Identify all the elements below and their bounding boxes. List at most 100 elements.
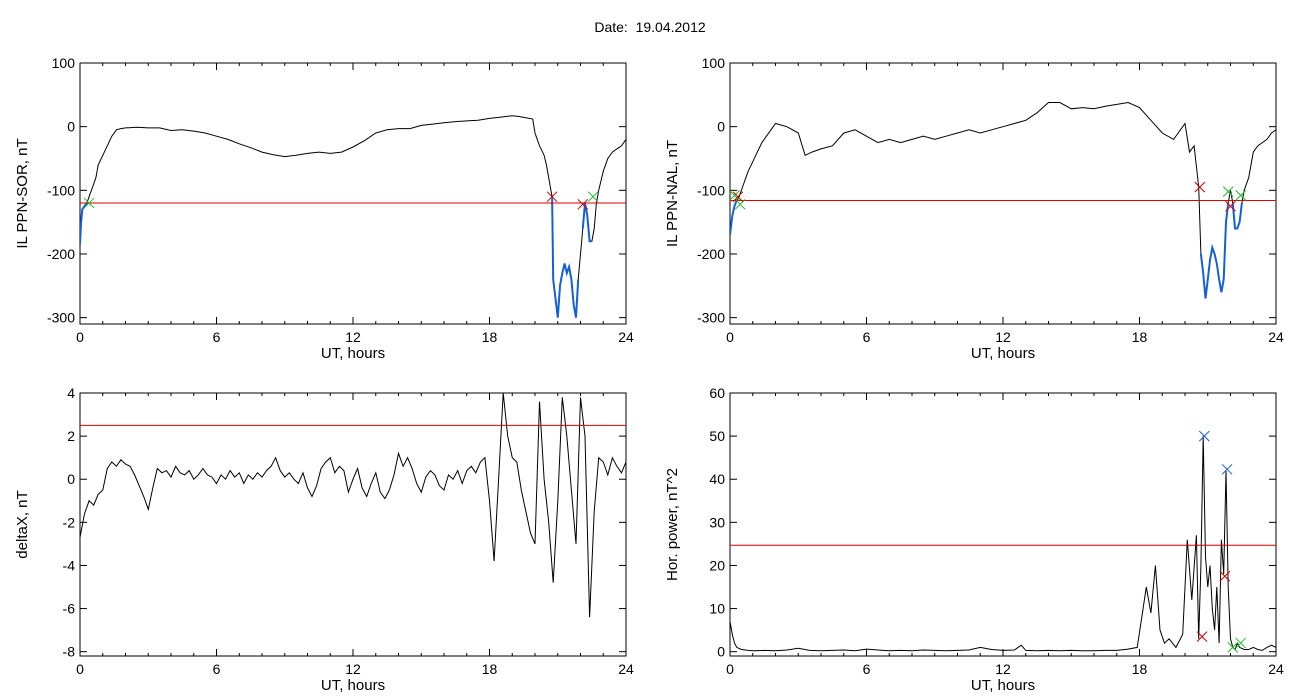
below-threshold-segment xyxy=(730,199,738,236)
y-axis-title: IL PPN-NAL, nT xyxy=(664,140,681,247)
start-marker xyxy=(1235,190,1247,201)
x-axis-title: UT, hours xyxy=(321,677,385,694)
start-marker xyxy=(734,198,746,210)
start-marker-stroke-b xyxy=(1235,190,1247,201)
chart-nal: 0 6 12 18 24 100 0 -100 -200 -300 UT, hours IL PPN-… xyxy=(664,55,1284,362)
series-line xyxy=(730,101,1276,299)
peak-marker xyxy=(1221,463,1233,475)
x-tick-label: 0 xyxy=(76,329,84,345)
end-marker-stroke-b xyxy=(577,198,589,210)
end-marker-stroke-b xyxy=(1194,181,1206,193)
y-tick-label: 4 xyxy=(67,385,75,401)
plot-area xyxy=(80,393,626,618)
y-tick-label: -300 xyxy=(697,310,725,326)
series-line xyxy=(730,436,1276,652)
x-tick-label: 0 xyxy=(726,329,734,345)
start-marker xyxy=(83,197,95,209)
y-tick-label: -4 xyxy=(63,557,76,573)
start-marker-stroke-b xyxy=(83,197,95,209)
end-marker-stroke-b xyxy=(1196,631,1208,642)
y-tick-label: 30 xyxy=(709,514,725,530)
y-axis-title: Hor. power, nT^2 xyxy=(664,468,681,581)
page-title: Date: 19.04.2012 xyxy=(594,19,706,35)
x-tick-label: 12 xyxy=(995,661,1011,677)
start-marker-stroke-b xyxy=(730,190,740,201)
below-threshold-segment xyxy=(1199,202,1230,299)
start-marker xyxy=(730,190,740,201)
y-tick-label: -200 xyxy=(697,246,725,262)
start-marker-stroke-b xyxy=(734,198,746,210)
y-axis-title: IL PPN-SOR, nT xyxy=(14,138,31,248)
peak-marker xyxy=(1198,430,1210,442)
chart-power: 0 6 12 18 24 60 50 40 30 20 10 0 UT, hours Hor. power… xyxy=(664,385,1284,694)
end-marker-stroke-b xyxy=(1225,200,1236,212)
x-tick-label: 12 xyxy=(345,329,361,345)
x-tick-label: 6 xyxy=(213,661,221,677)
plot-area xyxy=(730,101,1276,299)
y-axis-title: deltaX, nT xyxy=(14,490,31,558)
end-marker-stroke-b xyxy=(1219,570,1231,582)
x-tick-label: 18 xyxy=(482,661,498,677)
y-tick-label: 100 xyxy=(52,55,76,71)
start-marker xyxy=(1235,637,1247,649)
y-tick-label: -8 xyxy=(63,644,76,660)
peak-marker-stroke-b xyxy=(1221,463,1233,475)
end-marker xyxy=(1219,570,1231,582)
peak-marker-stroke-b xyxy=(1198,430,1210,442)
plot-area xyxy=(730,430,1276,653)
start-marker-stroke-b xyxy=(1235,637,1247,649)
x-tick-label: 24 xyxy=(618,329,634,345)
x-tick-label: 12 xyxy=(995,329,1011,345)
start-marker-stroke-b xyxy=(1227,642,1239,653)
y-tick-label: 10 xyxy=(709,601,725,617)
below-threshold-segment xyxy=(581,202,592,243)
x-tick-label: 12 xyxy=(345,661,361,677)
y-tick-label: 60 xyxy=(709,385,725,401)
below-threshold-segment xyxy=(551,196,580,318)
end-marker xyxy=(1196,631,1208,642)
x-axis-title: UT, hours xyxy=(321,345,385,362)
y-tick-label: 0 xyxy=(717,119,725,135)
x-tick-label: 6 xyxy=(863,329,871,345)
y-tick-label: -300 xyxy=(47,310,75,326)
y-tick-label: 0 xyxy=(67,119,75,135)
x-tick-label: 0 xyxy=(726,661,734,677)
end-marker xyxy=(577,198,589,210)
series-line xyxy=(80,393,626,618)
y-tick-label: 50 xyxy=(709,428,725,444)
x-tick-label: 24 xyxy=(618,661,634,677)
start-marker xyxy=(1227,642,1239,653)
end-marker xyxy=(732,191,744,203)
x-axis-title: UT, hours xyxy=(971,345,1035,362)
y-tick-label: 2 xyxy=(67,428,75,444)
chart-sor: 0 6 12 18 24 100 0 -100 -200 -300 UT, hours IL PPN-… xyxy=(14,55,634,362)
start-marker-stroke-b xyxy=(1222,186,1234,197)
x-tick-label: 18 xyxy=(1132,661,1148,677)
y-tick-label: -100 xyxy=(697,182,725,198)
x-tick-label: 0 xyxy=(76,661,84,677)
plot-frame xyxy=(79,62,627,325)
start-marker-stroke-b xyxy=(587,191,599,203)
end-marker xyxy=(1225,200,1236,212)
end-marker xyxy=(546,191,558,203)
end-marker-stroke-b xyxy=(732,191,744,203)
end-marker xyxy=(1194,181,1206,193)
x-axis-title: UT, hours xyxy=(971,677,1035,694)
y-tick-label: -2 xyxy=(63,514,76,530)
start-marker xyxy=(587,191,599,203)
plot-frame xyxy=(729,62,1277,325)
y-tick-label: 0 xyxy=(717,644,725,660)
x-tick-label: 6 xyxy=(213,329,221,345)
y-tick-label: -6 xyxy=(63,601,76,617)
x-tick-label: 24 xyxy=(1268,661,1284,677)
plot-area xyxy=(80,115,626,318)
x-tick-label: 18 xyxy=(482,329,498,345)
x-tick-label: 18 xyxy=(1132,329,1148,345)
plot-frame xyxy=(729,392,1277,657)
y-tick-label: 0 xyxy=(67,471,75,487)
y-tick-label: 100 xyxy=(702,55,726,71)
y-tick-label: 40 xyxy=(709,471,725,487)
y-tick-label: 20 xyxy=(709,557,725,573)
start-marker xyxy=(1222,186,1234,197)
